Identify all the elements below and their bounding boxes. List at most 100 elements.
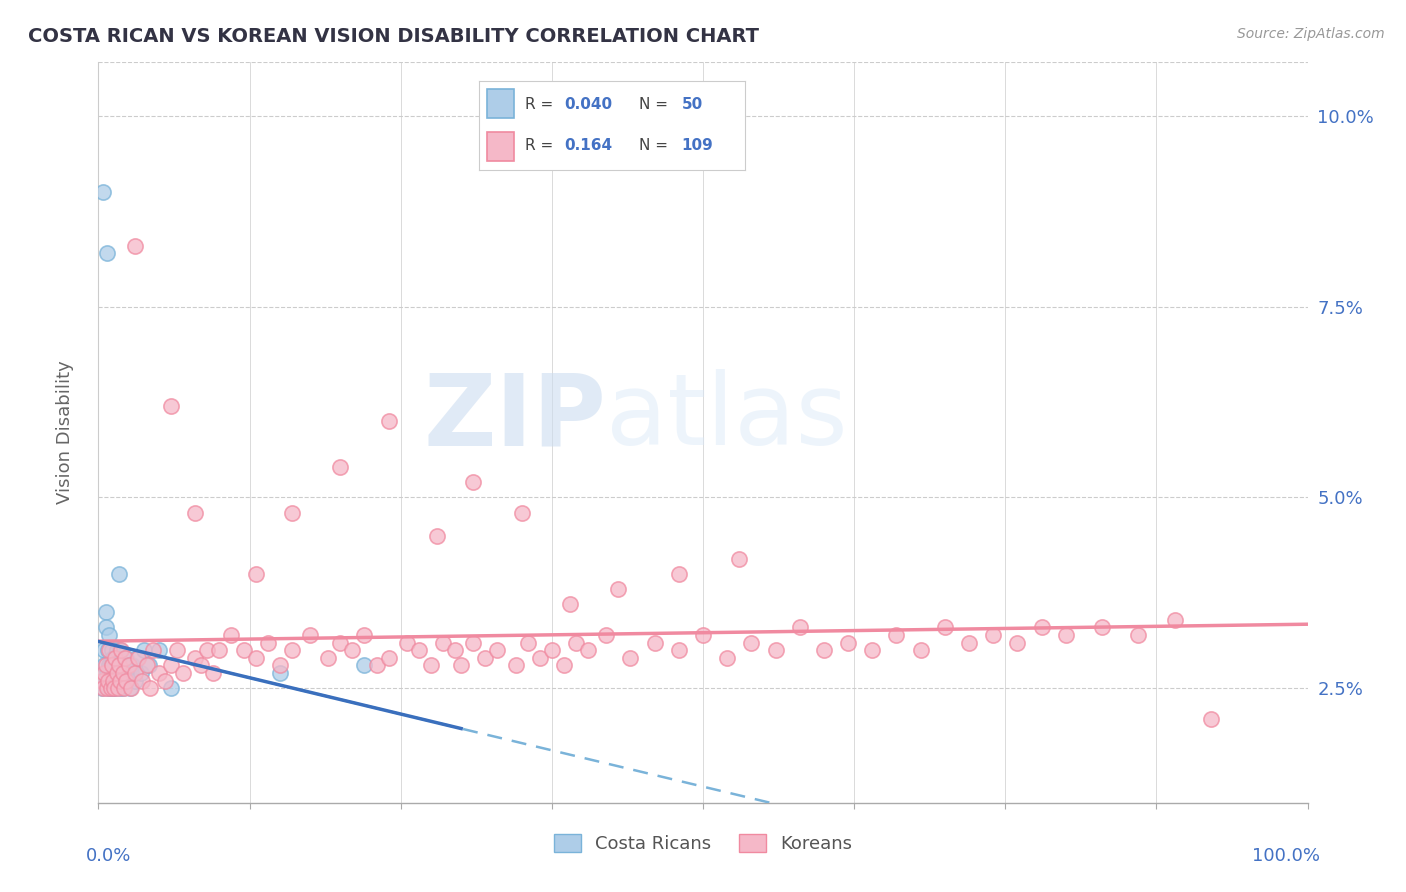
Point bbox=[118, 658, 141, 673]
Point bbox=[97, 643, 120, 657]
Point bbox=[190, 658, 212, 673]
Point bbox=[232, 643, 254, 657]
Point bbox=[100, 658, 122, 673]
Point bbox=[108, 673, 131, 688]
Point bbox=[118, 681, 141, 696]
Text: 100.0%: 100.0% bbox=[1251, 847, 1320, 865]
Point bbox=[426, 529, 449, 543]
Point bbox=[377, 650, 399, 665]
Point bbox=[103, 673, 125, 688]
Point bbox=[138, 658, 160, 673]
Point bbox=[110, 643, 132, 657]
Point bbox=[112, 681, 135, 696]
Point bbox=[120, 666, 142, 681]
Point bbox=[114, 650, 136, 665]
Y-axis label: Vision Disability: Vision Disability bbox=[56, 360, 75, 505]
Point bbox=[127, 650, 149, 665]
Point bbox=[93, 643, 115, 657]
Point bbox=[486, 643, 509, 657]
Point bbox=[100, 673, 122, 688]
Point bbox=[740, 635, 762, 649]
Point bbox=[120, 681, 142, 696]
Point bbox=[108, 643, 131, 657]
Point bbox=[135, 658, 157, 673]
Point bbox=[142, 643, 165, 657]
Point bbox=[91, 681, 114, 696]
Point bbox=[195, 643, 218, 657]
Point bbox=[101, 650, 124, 665]
Point bbox=[837, 635, 859, 649]
Point bbox=[789, 620, 811, 634]
Point bbox=[108, 681, 131, 696]
Point bbox=[934, 620, 956, 634]
Point bbox=[860, 643, 883, 657]
Point bbox=[553, 658, 575, 673]
Point bbox=[202, 666, 225, 681]
Point bbox=[1163, 613, 1185, 627]
Point bbox=[111, 681, 134, 696]
Point bbox=[316, 650, 339, 665]
Point bbox=[353, 628, 375, 642]
Point bbox=[269, 666, 291, 681]
Point bbox=[166, 643, 188, 657]
Point bbox=[281, 643, 304, 657]
Point bbox=[94, 658, 117, 673]
Point bbox=[505, 658, 527, 673]
Point bbox=[765, 643, 787, 657]
Point bbox=[595, 628, 617, 642]
Point bbox=[121, 658, 143, 673]
Point bbox=[103, 658, 125, 673]
Point bbox=[408, 643, 430, 657]
Point bbox=[716, 650, 738, 665]
Point bbox=[474, 650, 496, 665]
Point bbox=[184, 506, 207, 520]
Point bbox=[463, 635, 485, 649]
Point bbox=[245, 650, 267, 665]
Point bbox=[432, 635, 454, 649]
Point bbox=[110, 673, 132, 688]
Point bbox=[668, 566, 690, 581]
Point bbox=[420, 658, 443, 673]
Point bbox=[245, 566, 267, 581]
Point bbox=[1128, 628, 1150, 642]
Point bbox=[107, 673, 129, 688]
Text: 0.0%: 0.0% bbox=[86, 847, 132, 865]
Point bbox=[644, 635, 666, 649]
Point bbox=[910, 643, 932, 657]
Point bbox=[104, 681, 127, 696]
Point bbox=[148, 666, 170, 681]
Text: atlas: atlas bbox=[606, 369, 848, 467]
Point bbox=[184, 650, 207, 665]
Point bbox=[94, 620, 117, 634]
Point bbox=[91, 673, 114, 688]
Point bbox=[105, 643, 128, 657]
Point bbox=[107, 658, 129, 673]
Point bbox=[108, 658, 131, 673]
Point bbox=[91, 673, 114, 688]
Point bbox=[395, 635, 418, 649]
Point bbox=[104, 666, 127, 681]
Point bbox=[221, 628, 243, 642]
Point bbox=[100, 658, 122, 673]
Point bbox=[124, 238, 146, 252]
Point bbox=[299, 628, 322, 642]
Point bbox=[957, 635, 980, 649]
Point bbox=[463, 475, 485, 490]
Point bbox=[256, 635, 278, 649]
Text: Source: ZipAtlas.com: Source: ZipAtlas.com bbox=[1237, 27, 1385, 41]
Point bbox=[96, 246, 118, 260]
Point bbox=[100, 681, 122, 696]
Point bbox=[100, 666, 122, 681]
Point bbox=[208, 643, 231, 657]
Point bbox=[139, 681, 162, 696]
Point bbox=[728, 551, 751, 566]
Legend: Costa Ricans, Koreans: Costa Ricans, Koreans bbox=[547, 827, 859, 861]
Point bbox=[100, 681, 122, 696]
Point bbox=[540, 643, 562, 657]
Point bbox=[96, 673, 118, 688]
Point bbox=[1199, 712, 1222, 726]
Point bbox=[529, 650, 551, 665]
Point bbox=[558, 598, 581, 612]
Point bbox=[115, 673, 138, 688]
Point bbox=[131, 673, 153, 688]
